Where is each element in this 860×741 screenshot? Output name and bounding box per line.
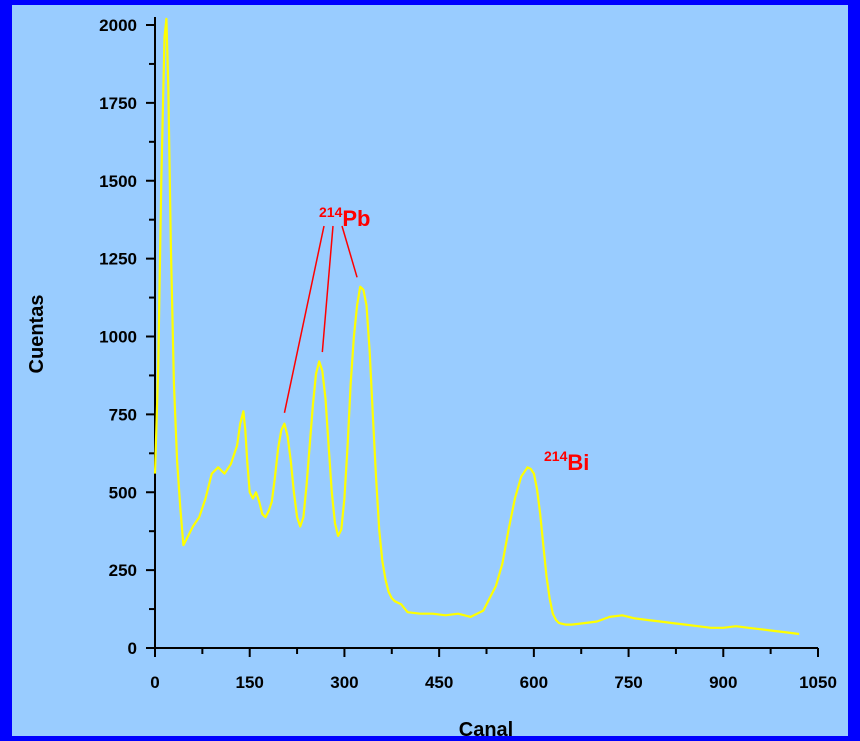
pb-leader-line <box>283 225 325 413</box>
x-tick-label: 750 <box>614 673 642 692</box>
pb-214-label-mass-number: 214 <box>319 204 343 220</box>
y-ticks: 0 250 500 750 1000 1250 1500 1750 2000 <box>99 16 155 658</box>
x-axis-title: Canal <box>459 719 513 741</box>
pb-leader-line <box>341 225 358 278</box>
y-tick-label: 750 <box>109 405 137 424</box>
y-tick-label: 1000 <box>99 328 137 347</box>
y-tick-label: 0 <box>128 639 137 658</box>
bi-214-label: 214Bi <box>544 448 589 475</box>
x-tick-label: 450 <box>425 673 453 692</box>
axes <box>154 17 818 649</box>
x-tick-label: 300 <box>330 673 358 692</box>
y-tick-label: 1750 <box>99 94 137 113</box>
x-tick-label: 900 <box>709 673 737 692</box>
y-tick-label: 250 <box>109 561 137 580</box>
y-tick-label: 2000 <box>99 16 137 35</box>
x-ticks: 0 150 300 450 600 750 900 1050 <box>150 648 837 692</box>
y-tick-label: 500 <box>109 483 137 502</box>
pb-leader-line <box>321 225 334 353</box>
pb-214-label: 214Pb <box>319 204 370 231</box>
bi-214-label-mass-number: 214 <box>544 448 568 464</box>
spectrum-series-line <box>153 17 800 636</box>
pb-214-label-symbol: Pb <box>342 206 370 231</box>
y-tick-label: 1500 <box>99 172 137 191</box>
x-tick-label: 1050 <box>799 673 837 692</box>
bi-214-label-symbol: Bi <box>567 450 589 475</box>
y-axis-title: Cuentas <box>26 295 48 374</box>
x-tick-label: 600 <box>520 673 548 692</box>
x-tick-label: 150 <box>236 673 264 692</box>
x-tick-label: 0 <box>150 673 159 692</box>
y-tick-label: 1250 <box>99 250 137 269</box>
